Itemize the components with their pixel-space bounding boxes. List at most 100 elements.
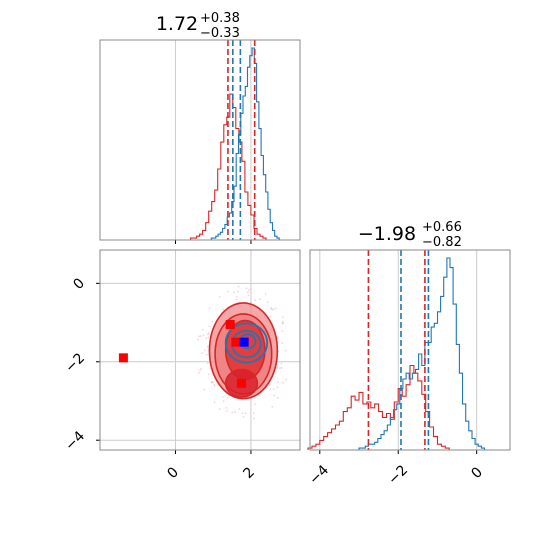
sample-dot <box>275 307 277 310</box>
tick-marks <box>319 450 478 454</box>
sample-dot <box>208 307 211 310</box>
x-tick-label-0: 0 <box>164 464 182 482</box>
sample-dot <box>237 290 239 293</box>
marker-pure_red <box>237 378 247 388</box>
sample-dot <box>244 412 247 415</box>
histogram-blue <box>358 257 486 450</box>
x-tick-label-neg2: −2 <box>385 462 411 488</box>
axes-frame <box>309 249 511 451</box>
sample-dot <box>197 372 200 374</box>
sample-dot <box>226 409 228 412</box>
x-tick-label-0: 0 <box>468 464 486 482</box>
sample-dot <box>271 308 274 311</box>
sample-dot <box>201 352 204 354</box>
sample-dot <box>252 412 255 414</box>
sample-dot <box>218 408 221 411</box>
sample-dot <box>264 292 267 295</box>
sample-dot <box>222 400 225 403</box>
histogram-series <box>307 257 486 450</box>
title-value: 1.72 <box>156 13 198 35</box>
axes-frame <box>99 39 301 241</box>
sample-dot <box>252 417 255 420</box>
sample-dot <box>280 362 283 365</box>
sample-dot <box>207 373 210 376</box>
sample-dot <box>201 328 204 331</box>
sample-dot <box>237 285 240 288</box>
sample-dot <box>245 287 248 290</box>
title-plus: +0.66 <box>422 220 462 235</box>
title-minus: −0.82 <box>422 235 462 250</box>
x-tick-label-neg4: −4 <box>306 462 332 488</box>
sample-dot <box>281 322 284 325</box>
sample-dot <box>205 337 208 340</box>
sample-dot <box>218 295 221 298</box>
title-value: −1.98 <box>358 223 416 245</box>
sample-dot <box>211 381 214 384</box>
marker-pure_blue <box>239 337 249 347</box>
sample-dot <box>282 381 284 384</box>
sample-dot <box>207 336 210 339</box>
title-minus: −0.33 <box>200 26 240 41</box>
sample-dot <box>273 394 276 397</box>
sample-dot <box>281 316 284 319</box>
sample-dot <box>279 367 281 369</box>
sample-dot <box>277 381 280 384</box>
panel-top-left: 1.72 +0.38 −0.33 <box>99 11 301 244</box>
sample-dot <box>207 332 210 334</box>
sample-dot <box>281 321 284 324</box>
sample-dot <box>211 380 213 383</box>
sample-dot <box>198 369 201 372</box>
sample-dot <box>281 329 284 332</box>
sample-dot <box>203 349 206 352</box>
sample-dot <box>271 405 274 408</box>
quantile-lines <box>227 40 256 240</box>
sample-dot <box>213 383 216 386</box>
sample-dot <box>242 416 245 418</box>
sample-dot <box>250 301 253 304</box>
sample-dot <box>203 388 206 391</box>
title-plus: +0.38 <box>200 11 240 26</box>
sample-dot <box>247 294 250 297</box>
sample-dot <box>285 378 288 381</box>
sample-dot <box>213 401 216 404</box>
sample-dot <box>270 307 273 309</box>
histogram-blue <box>210 47 280 240</box>
sample-dot <box>213 384 216 387</box>
grid <box>319 250 478 450</box>
sample-dot <box>277 397 279 399</box>
marker-pure_red <box>118 353 128 363</box>
contours <box>197 285 288 420</box>
sample-dot <box>206 345 209 348</box>
sample-dot <box>276 386 279 389</box>
sample-dot <box>241 412 244 415</box>
tick-marks <box>174 240 252 244</box>
sample-dot <box>222 308 225 311</box>
contour-blue <box>224 322 269 364</box>
histogram-series <box>190 47 280 240</box>
sample-dot <box>235 298 238 301</box>
sample-dot <box>225 406 228 409</box>
sample-dot <box>280 366 283 369</box>
sample-dot <box>273 388 275 391</box>
sample-dot <box>236 295 238 298</box>
sample-dot <box>269 382 271 385</box>
y-tick-label-neg2: −2 <box>62 350 88 376</box>
sample-dot <box>269 388 272 390</box>
sample-dot <box>258 298 261 301</box>
sample-dot <box>266 301 269 304</box>
sample-dot <box>221 396 224 398</box>
sample-dot <box>254 299 257 302</box>
sample-dot <box>231 411 234 414</box>
sample-dot <box>276 337 279 340</box>
sample-dot <box>254 403 257 406</box>
sample-dot <box>207 333 209 336</box>
sample-dot <box>226 396 229 399</box>
sample-dot <box>198 335 200 338</box>
sample-dot <box>199 335 202 338</box>
panel-bottom-left: 0 2 0 −2 −4 <box>62 249 301 482</box>
sample-dot <box>272 308 275 310</box>
sample-dot <box>247 291 249 294</box>
sample-dot <box>211 320 214 323</box>
sample-dot <box>200 367 202 370</box>
